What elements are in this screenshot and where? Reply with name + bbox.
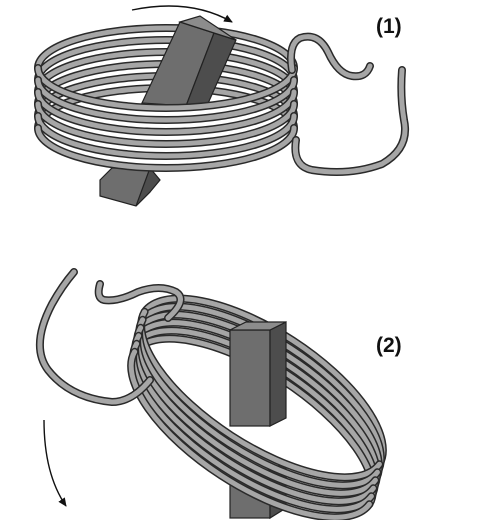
coil-1-leads <box>287 32 409 176</box>
coil-2-front <box>127 307 384 520</box>
coil-2-turn-core <box>138 309 382 480</box>
coil-1-turn-core <box>35 65 297 111</box>
coil-2-turn-core <box>142 296 386 467</box>
magnet-1 <box>141 15 237 109</box>
coil-2-turn-core <box>140 304 384 475</box>
coil-2-turn-core <box>134 325 378 496</box>
rotation-arrow-1 <box>131 5 233 23</box>
rotation-arrow-2 <box>43 419 67 507</box>
panel-2: (2) <box>35 268 402 520</box>
coil-1-turn-core <box>35 25 297 71</box>
coil-2-turn-core <box>136 320 380 491</box>
coil-1-front <box>34 64 298 172</box>
coil-2-leads <box>35 268 185 407</box>
coil-1-turn-core <box>35 37 297 83</box>
coil-1-turn-core <box>35 89 297 135</box>
panel-2-label: (2) <box>376 334 402 357</box>
coil-1-turn-core <box>35 125 297 171</box>
coil-1-turn-core <box>35 113 297 159</box>
coil-2-turn-core <box>136 317 380 488</box>
magnet-2 <box>229 321 287 427</box>
coil-2-turn-core <box>130 341 374 512</box>
coil-2-turn-core <box>128 349 372 520</box>
coil-1-turn-core <box>35 77 297 123</box>
panel-1-label: (1) <box>376 15 402 38</box>
coil-1-turn-core <box>35 101 297 147</box>
coil-2-turn-core <box>132 333 376 504</box>
magnet-1-bottom <box>99 166 161 207</box>
panel-1: (1) <box>34 5 409 207</box>
